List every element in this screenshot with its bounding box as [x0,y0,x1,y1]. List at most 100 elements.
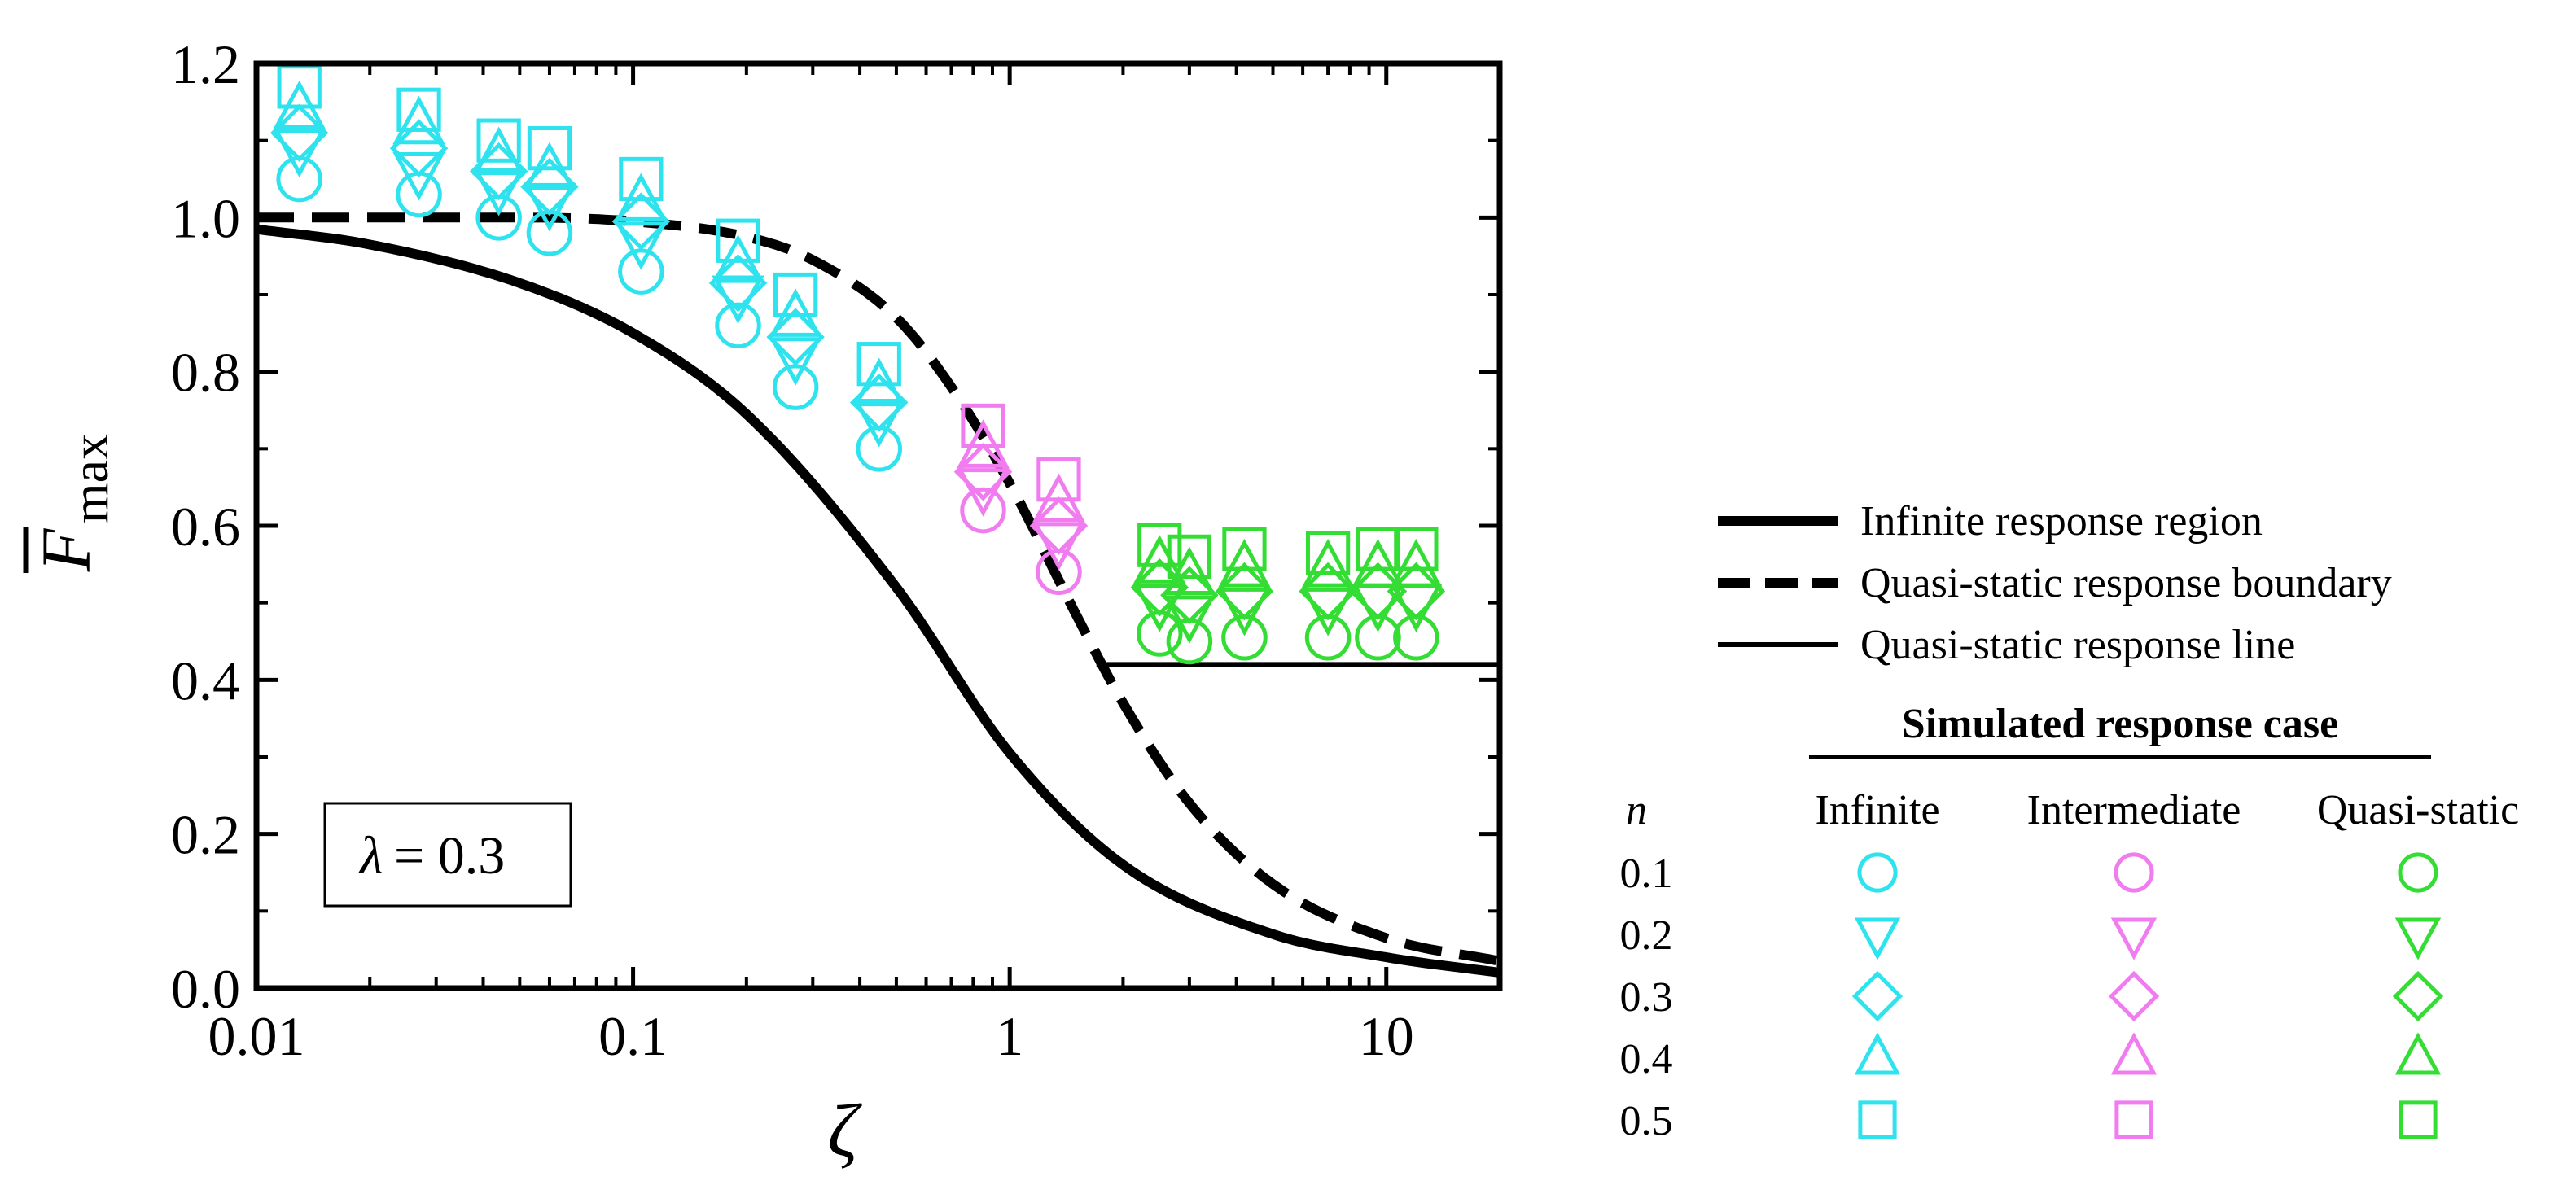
legend-column-header: Infinite [1815,787,1939,833]
legend-marker-circle [2398,852,2438,893]
data-point-circle [1136,610,1183,657]
data-point-square [716,218,760,263]
data-point-square [277,64,322,109]
y-tick-label: 0.6 [171,496,240,558]
legend-marker-triangle-up [2110,1032,2158,1075]
x-tick-label: 0.1 [598,1005,668,1067]
data-point-circle [1221,614,1268,661]
legend-marker-triangle-up [2394,1032,2442,1075]
legend-marker-circle [2114,852,2154,893]
data-point-diamond [1029,496,1089,555]
data-point-triangle-down [1032,522,1085,571]
y-tick-label: 0.8 [171,342,240,404]
data-point-diamond [953,442,1013,501]
legend-marker-diamond [2392,970,2444,1022]
legend-line-label: Infinite response region [1860,498,2263,545]
data-point-circle [1304,614,1352,661]
data-point-circle [618,248,664,295]
annotation-box [323,802,572,908]
data-point-square [1036,457,1081,502]
data-point-diamond [766,308,825,366]
legend-line-label: Quasi-static response line [1860,622,2295,668]
y-tick-label: 0.2 [171,804,240,866]
legend: Infinite response region Quasi-static res… [1620,498,2520,1144]
legend-row-header: n [1626,787,1647,833]
x-tick-label: 0.01 [208,1005,305,1067]
data-point-square [527,125,572,171]
x-axis-label: ζ [827,1089,862,1172]
data-point-triangle-down [957,468,1010,517]
data-point-square [1167,534,1212,580]
data-point-square [619,156,664,202]
data-point-diamond [389,119,449,177]
data-point-diamond [269,103,329,162]
axes: 0.0 0.2 0.4 0.6 0.8 1.0 1.2 0.01 0.1 1 10 [171,33,1503,1067]
annotation-value: = 0.3 [394,826,505,886]
legend-n-value: 0.1 [1620,851,1673,897]
data-point-square [773,272,818,317]
data-point-triangle-down [1163,595,1216,644]
data-point-diamond [1299,562,1357,621]
data-point-circle [276,155,322,203]
legend-marker-triangle-down [1854,917,1901,960]
data-point-circle [772,364,819,410]
legend-marker-circle [1857,852,1898,893]
y-axis-label-main: F [27,527,105,572]
curve-infinite-response-region [256,224,1500,978]
data-point-square [1222,527,1267,571]
legend-marker-diamond [1851,970,1904,1022]
legend-table-title: Simulated response case [1902,701,2338,747]
data-point-circle [856,426,903,472]
legend-marker-square [1858,1100,1897,1139]
data-point-triangle-down [769,337,822,386]
data-point-square [476,118,521,163]
y-tick-label: 1.0 [171,187,240,249]
marker-layer [269,64,1446,665]
legend-marker-triangle-up [1854,1032,1901,1075]
data-point-triangle-down [615,221,668,270]
legend-line-label: Quasi-static response boundary [1860,560,2392,606]
legend-column-header: Intermediate [2027,787,2241,833]
data-point-square [1305,530,1351,575]
x-tick-label: 10 [1359,1005,1414,1067]
data-point-triangle-up [1352,539,1404,588]
data-point-triangle-down [1301,587,1355,636]
data-point-triangle-down [1218,587,1271,636]
data-point-circle [1355,614,1401,661]
data-point-triangle-up [1301,539,1355,588]
data-point-triangle-down [523,182,576,232]
legend-marker-square [2114,1100,2153,1139]
data-point-diamond [1215,562,1274,621]
data-point-triangle-up [392,95,445,145]
x-tick-label: 1 [996,1005,1023,1067]
lambda-annotation: λ = 0.3 [323,802,572,908]
y-tick-label: 0.4 [171,649,240,711]
y-tick-label: 0.0 [171,958,240,1020]
legend-n-value: 0.3 [1620,974,1673,1021]
legend-marker-triangle-down [2110,917,2158,960]
data-point-triangle-up [1163,546,1216,596]
legend-n-value: 0.5 [1620,1098,1673,1144]
legend-column-header: Quasi-static [2317,787,2519,833]
y-axis-label-sub: max [61,434,119,523]
y-tick-label: 1.2 [171,33,240,95]
data-point-square [1394,527,1439,571]
legend-marker-diamond [2108,970,2160,1022]
series-quasi-static [1130,523,1446,665]
legend-marker-square [2399,1100,2438,1139]
series-intermediate [953,403,1089,596]
data-point-square [1137,523,1182,567]
data-point-triangle-down [392,152,445,201]
legend-marker-triangle-down [2394,917,2442,960]
data-point-triangle-up [1218,539,1271,588]
data-point-square [396,87,441,132]
series-infinite [269,64,909,472]
data-point-triangle-down [472,167,525,216]
legend-n-value: 0.4 [1620,1036,1673,1082]
data-point-circle [1393,614,1439,661]
annotation-symbol: λ [358,826,383,886]
data-point-triangle-down [852,398,905,448]
y-axis-label: F max [23,434,119,573]
data-point-circle [715,302,761,349]
